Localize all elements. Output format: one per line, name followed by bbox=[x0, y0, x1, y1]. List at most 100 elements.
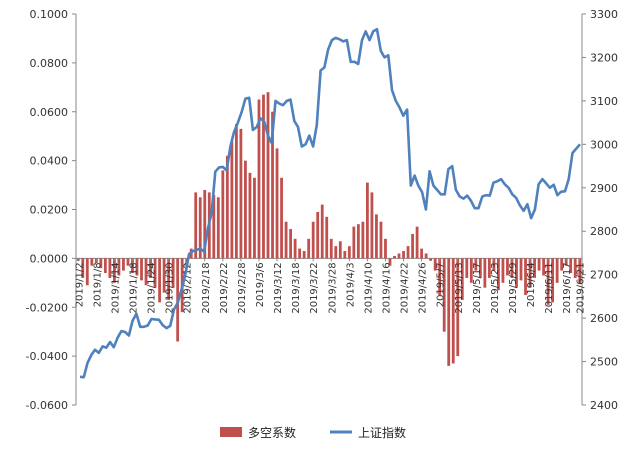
x-tick-label: 2019/3/6 bbox=[255, 262, 266, 307]
bar bbox=[537, 258, 541, 271]
bar bbox=[253, 177, 256, 259]
bar bbox=[126, 258, 130, 266]
bar bbox=[347, 246, 351, 259]
x-tick-label: 2019/1/30 bbox=[165, 262, 176, 313]
bar bbox=[379, 221, 383, 259]
bar bbox=[239, 128, 243, 259]
x-tick-label: 2019/2/28 bbox=[237, 262, 248, 313]
bar bbox=[329, 238, 333, 259]
x-tick-label: 2019/4/22 bbox=[400, 262, 411, 313]
x-tick-label: 2019/1/14 bbox=[110, 262, 121, 313]
x-tick-label: 2019/4/26 bbox=[418, 262, 429, 313]
bar bbox=[302, 251, 306, 259]
bar bbox=[492, 258, 496, 271]
bar bbox=[144, 258, 148, 286]
bar bbox=[465, 258, 469, 278]
bar bbox=[248, 172, 252, 259]
bar bbox=[244, 160, 247, 259]
bar bbox=[555, 258, 559, 283]
left-axis-ticks: -0.0600 -0.0400 -0.0200 0.0000 0.0200 0.0400 0… bbox=[26, 8, 76, 412]
bar bbox=[578, 258, 582, 283]
bar bbox=[135, 258, 139, 276]
bar bbox=[198, 197, 202, 259]
x-tick-label: 2019/6/17 bbox=[562, 262, 573, 313]
bar bbox=[271, 111, 274, 259]
bar bbox=[510, 258, 514, 278]
legend-label-bar: 多空系数 bbox=[248, 425, 296, 440]
right-tick-label: 3200 bbox=[590, 51, 618, 64]
x-tick-label: 2019/5/29 bbox=[508, 262, 519, 313]
right-tick-label: 3000 bbox=[590, 138, 618, 151]
x-tick-label: 2019/4/10 bbox=[363, 262, 374, 313]
right-tick-label: 2800 bbox=[590, 225, 618, 238]
bar bbox=[167, 258, 171, 300]
bar bbox=[424, 253, 428, 259]
bar bbox=[402, 251, 405, 259]
bar bbox=[361, 221, 365, 259]
left-tick-label: 0.1000 bbox=[30, 8, 69, 21]
bar bbox=[234, 123, 238, 259]
bar bbox=[266, 92, 270, 259]
bar bbox=[325, 216, 329, 259]
bar bbox=[122, 258, 125, 271]
x-tick-label: 2019/1/24 bbox=[147, 262, 158, 313]
bar bbox=[370, 192, 374, 259]
x-tick-label: 2019/3/28 bbox=[327, 262, 338, 313]
left-tick-label: 0.0800 bbox=[30, 57, 69, 70]
bar bbox=[478, 258, 482, 278]
bar bbox=[447, 258, 451, 366]
left-tick-label: 0.0200 bbox=[30, 204, 69, 217]
bar bbox=[456, 258, 460, 357]
bar bbox=[366, 182, 369, 259]
bar bbox=[551, 258, 555, 303]
left-tick-label: 0.0000 bbox=[30, 252, 69, 265]
legend-label-line: 上证指数 bbox=[358, 425, 406, 440]
bar bbox=[280, 177, 283, 259]
x-tick-label: 2019/1/8 bbox=[92, 262, 103, 307]
x-tick-label: 2019/4/16 bbox=[381, 262, 392, 313]
bar bbox=[451, 258, 455, 364]
bar bbox=[293, 238, 297, 259]
legend: 多空系数 上证指数 bbox=[220, 425, 406, 440]
right-tick-label: 2400 bbox=[590, 399, 618, 412]
bar bbox=[352, 226, 356, 259]
x-tick-label: 2019/3/12 bbox=[273, 262, 284, 313]
bar bbox=[429, 258, 433, 261]
bar bbox=[131, 258, 134, 274]
bar bbox=[162, 258, 166, 293]
bar bbox=[375, 214, 378, 259]
x-tick-label: 2019/5/23 bbox=[490, 262, 501, 313]
x-tick-label: 2019/5/7 bbox=[436, 262, 447, 307]
x-tick-label: 2019/1/2 bbox=[74, 262, 85, 307]
bar bbox=[487, 258, 491, 278]
bar bbox=[469, 258, 473, 283]
bar bbox=[415, 226, 419, 259]
bar bbox=[528, 258, 532, 288]
bar bbox=[225, 155, 229, 259]
bar bbox=[533, 258, 536, 278]
left-tick-label: -0.0400 bbox=[26, 350, 68, 363]
bar bbox=[397, 253, 401, 259]
bar bbox=[284, 221, 288, 259]
bar bbox=[393, 255, 396, 259]
bar bbox=[203, 189, 207, 259]
bar bbox=[153, 258, 157, 288]
bar bbox=[85, 258, 89, 286]
right-tick-label: 2900 bbox=[590, 182, 618, 195]
bar bbox=[515, 258, 518, 288]
bar bbox=[460, 258, 464, 300]
x-tick-label: 2019/2/22 bbox=[219, 262, 230, 313]
x-tick-label: 2019/4/3 bbox=[345, 262, 356, 307]
right-tick-label: 3300 bbox=[590, 8, 618, 21]
x-tick-label: 2019/6/4 bbox=[526, 262, 537, 307]
x-axis-labels: 2019/1/2 2019/1/8 2019/1/14 2019/1/18 2019/1… bbox=[74, 258, 587, 314]
bar bbox=[338, 241, 342, 259]
bar bbox=[113, 258, 116, 283]
bar bbox=[573, 258, 577, 278]
bar bbox=[569, 258, 573, 274]
bar bbox=[262, 94, 265, 259]
bar-series bbox=[76, 92, 582, 366]
left-tick-label: 0.0400 bbox=[30, 155, 69, 168]
bar bbox=[334, 246, 338, 259]
bar bbox=[212, 194, 216, 259]
